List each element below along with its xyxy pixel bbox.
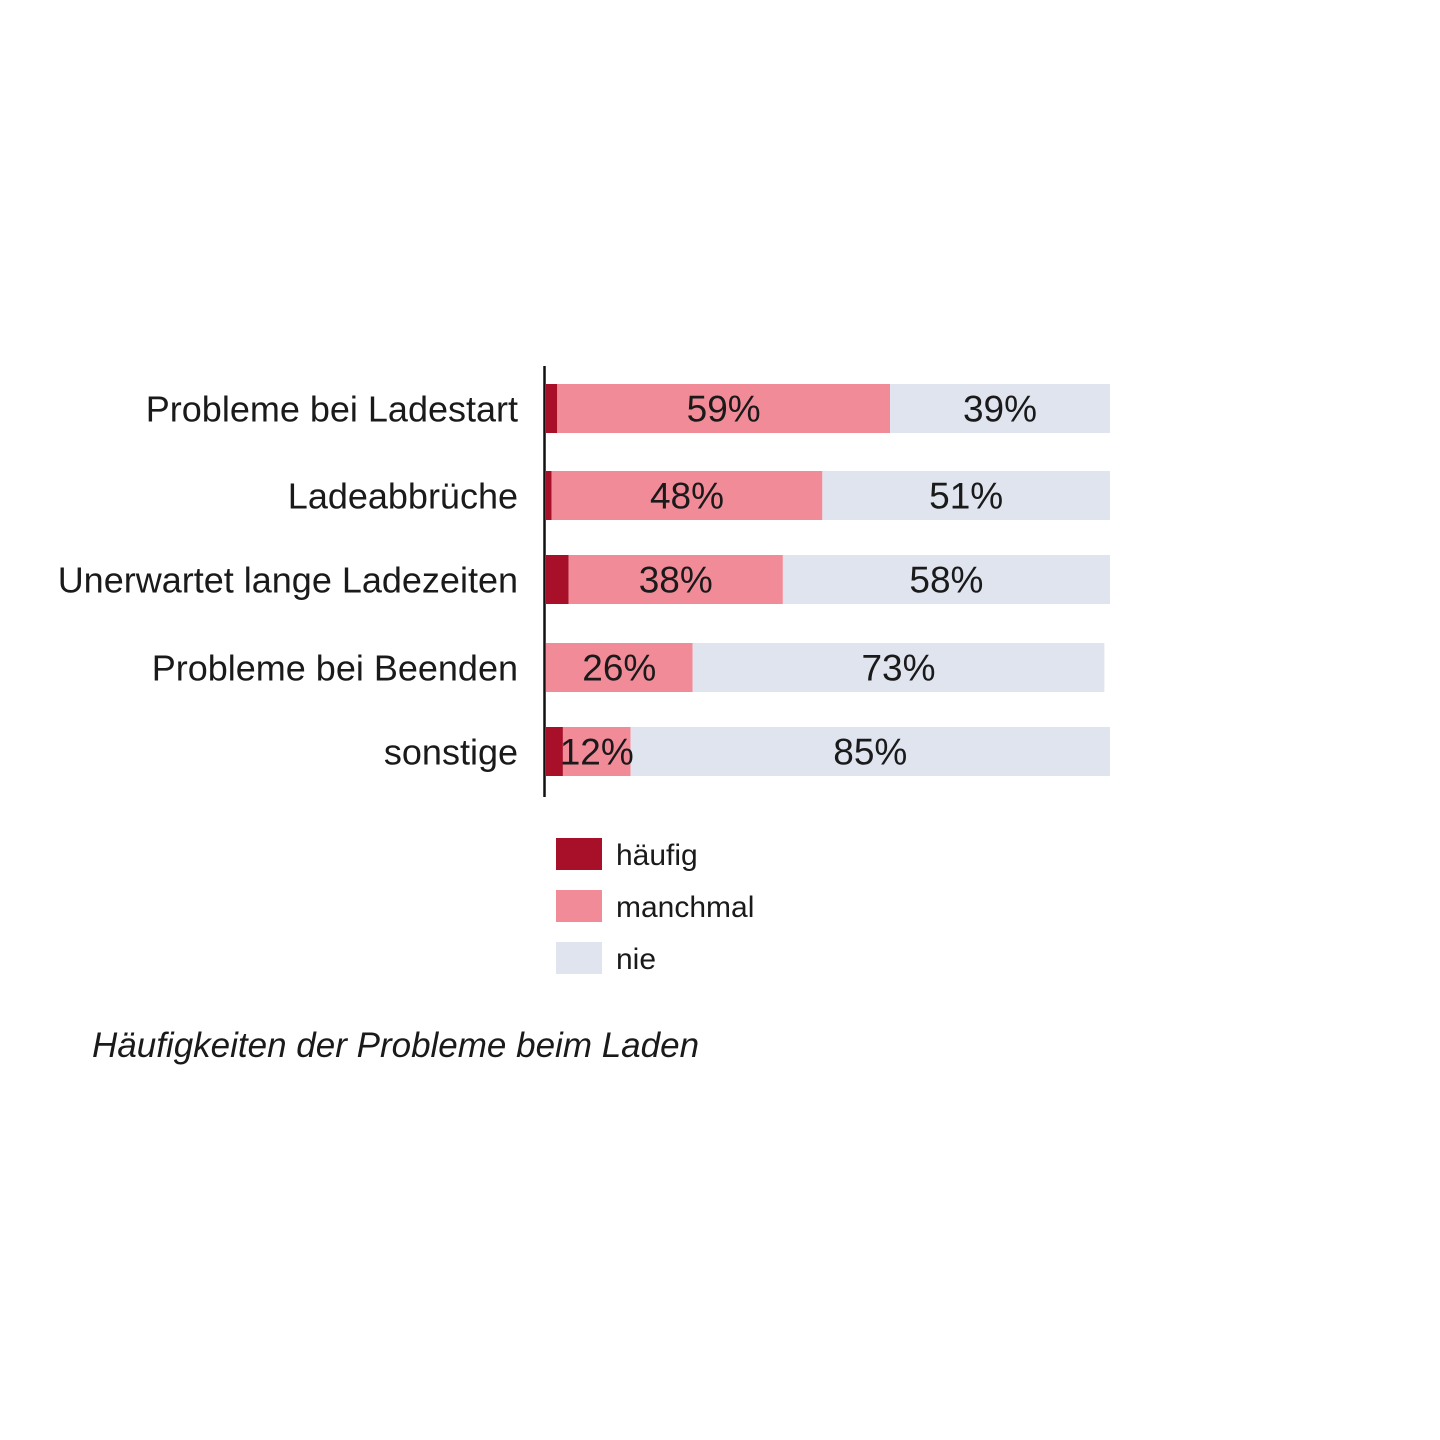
value-labels: 59% 39% 48% 51% 38% 58% 26% 73% 12% 85% <box>560 389 1037 773</box>
category-label-probleme-bei-beenden: Probleme bei Beenden <box>152 648 518 689</box>
legend-swatch-nie <box>556 942 602 974</box>
value-label-nie-ladeabbrueche: 51% <box>929 476 1003 517</box>
value-label-nie-unerwartet-lange-ladezeiten: 58% <box>909 560 983 601</box>
legend-label-haeufig: häufig <box>616 839 698 872</box>
bar-nie-probleme-bei-ladestart <box>890 384 1110 433</box>
category-label-ladeabbrueche: Ladeabbrüche <box>288 476 518 517</box>
bar-haeufig-sonstige <box>546 727 563 776</box>
category-labels: Probleme bei Ladestart Ladeabbrüche Unerwa… <box>58 389 518 773</box>
category-label-probleme-bei-ladestart: Probleme bei Ladestart <box>146 389 518 430</box>
value-label-manchmal-unerwartet-lange-ladezeiten: 38% <box>639 560 713 601</box>
value-label-nie-probleme-bei-beenden: 73% <box>861 648 935 689</box>
legend-label-manchmal: manchmal <box>616 891 754 924</box>
bar-manchmal-ladeabbrueche <box>551 471 823 520</box>
bar-nie-ladeabbrueche <box>822 471 1110 520</box>
value-label-manchmal-probleme-bei-beenden: 26% <box>582 648 656 689</box>
legend-swatch-haeufig <box>556 838 602 870</box>
category-label-sonstige: sonstige <box>384 732 518 773</box>
value-label-manchmal-ladeabbrueche: 48% <box>650 476 724 517</box>
value-label-manchmal-sonstige: 12% <box>560 732 634 773</box>
bar-nie-sonstige <box>630 727 1110 776</box>
legend: häufig manchmal nie <box>556 838 754 976</box>
bar-manchmal-probleme-bei-ladestart <box>557 384 891 433</box>
bar-manchmal-sonstige <box>562 727 631 776</box>
bar-haeufig-probleme-bei-ladestart <box>546 384 558 433</box>
legend-label-nie: nie <box>616 943 656 976</box>
value-label-manchmal-probleme-bei-ladestart: 59% <box>687 389 761 430</box>
chart-caption: Häufigkeiten der Probleme beim Laden <box>92 1026 699 1065</box>
bar-manchmal-probleme-bei-beenden <box>546 643 693 692</box>
legend-swatch-manchmal <box>556 890 602 922</box>
bar-manchmal-unerwartet-lange-ladezeiten <box>568 555 783 604</box>
bars-layer <box>546 384 1110 776</box>
value-label-nie-sonstige: 85% <box>833 732 907 773</box>
bar-haeufig-ladeabbrueche <box>546 471 552 520</box>
bar-nie-probleme-bei-beenden <box>692 643 1105 692</box>
category-label-unerwartet-lange-ladezeiten: Unerwartet lange Ladezeiten <box>58 560 518 601</box>
value-label-nie-probleme-bei-ladestart: 39% <box>963 389 1037 430</box>
bar-haeufig-unerwartet-lange-ladezeiten <box>546 555 569 604</box>
bar-nie-unerwartet-lange-ladezeiten <box>782 555 1110 604</box>
